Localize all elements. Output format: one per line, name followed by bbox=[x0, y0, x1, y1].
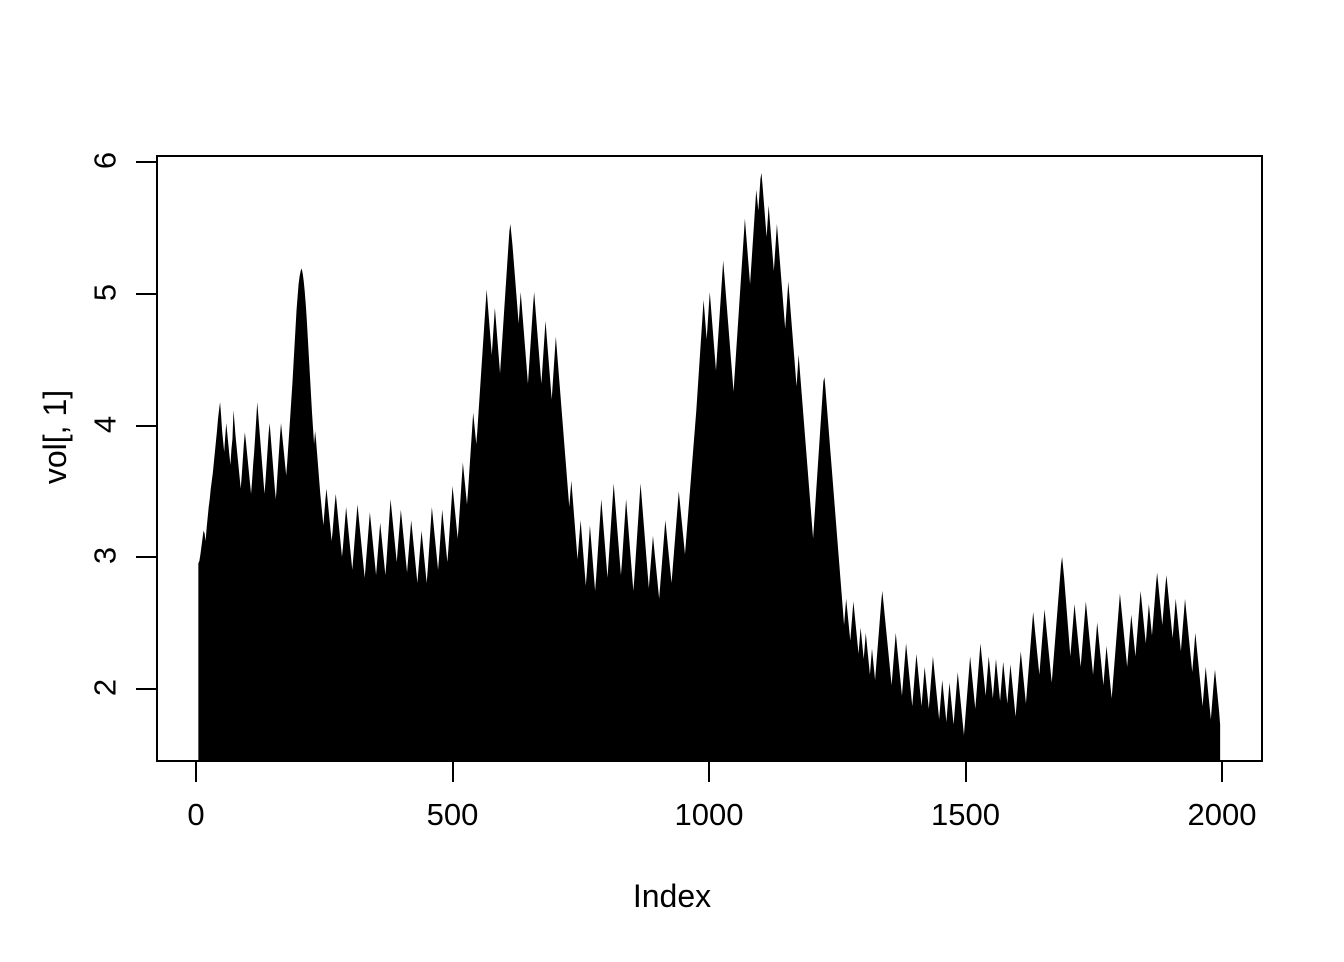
y-tick-label-text: 5 bbox=[87, 283, 123, 301]
x-tick-label: 2000 bbox=[1187, 797, 1257, 832]
volatility-series-plot bbox=[198, 172, 1221, 760]
x-tick-label: 500 bbox=[426, 797, 479, 832]
y-tick-label-text: 3 bbox=[87, 547, 123, 565]
y-tick-mark bbox=[136, 292, 156, 295]
y-tick-label-text: 2 bbox=[87, 679, 123, 697]
y-tick-label-text: 6 bbox=[87, 151, 123, 169]
y-axis-title-text: vol[, 1] bbox=[37, 389, 74, 485]
x-tick-mark bbox=[195, 762, 197, 782]
y-axis: vol[, 1] 2 3 4 5 6 bbox=[0, 0, 160, 960]
y-tick-label: 3 bbox=[87, 540, 123, 571]
y-tick-mark bbox=[136, 424, 156, 427]
y-tick-label: 4 bbox=[87, 409, 123, 440]
y-axis-title: vol[, 1] bbox=[8, 390, 73, 484]
plot-area bbox=[156, 155, 1263, 762]
y-tick-mark bbox=[136, 556, 156, 559]
x-axis: Index 0 500 1000 1500 2000 bbox=[0, 762, 1344, 962]
y-tick-label: 6 bbox=[87, 145, 123, 176]
x-tick-label: 1000 bbox=[674, 797, 744, 832]
x-tick-label: 1500 bbox=[931, 797, 1000, 832]
x-tick-mark bbox=[451, 762, 454, 782]
y-tick-mark bbox=[136, 160, 156, 163]
y-tick-label-text: 4 bbox=[87, 415, 123, 433]
series-area-fill bbox=[198, 172, 1221, 760]
y-tick-label: 5 bbox=[87, 277, 123, 308]
y-tick-mark bbox=[136, 688, 156, 691]
y-tick-label: 2 bbox=[87, 672, 123, 703]
x-tick-mark bbox=[708, 762, 710, 782]
x-tick-mark bbox=[1221, 762, 1223, 782]
x-axis-title: Index bbox=[632, 878, 712, 914]
x-tick-label: 0 bbox=[187, 797, 205, 832]
x-tick-mark bbox=[964, 762, 967, 782]
